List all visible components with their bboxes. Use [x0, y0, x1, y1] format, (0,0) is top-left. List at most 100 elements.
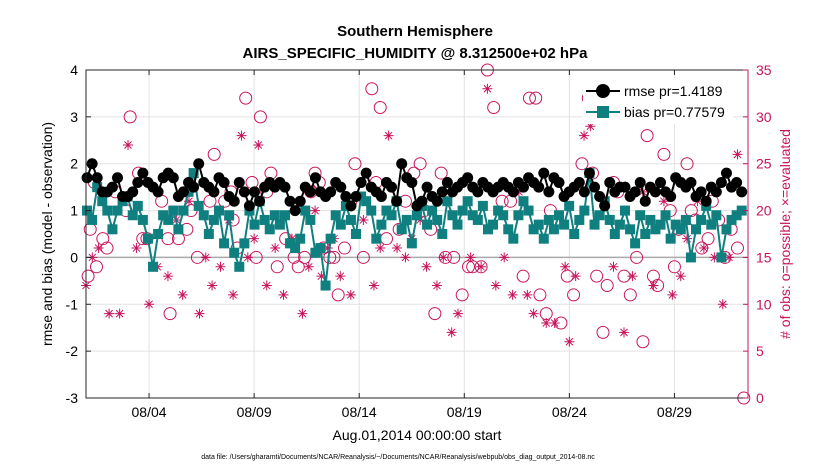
possible-obs-marker: [529, 91, 543, 105]
evaluated-obs-marker: [375, 243, 386, 254]
rmse-point: [436, 186, 448, 198]
bias-point: [432, 214, 443, 225]
bias-point: [351, 229, 362, 239]
bias-point: [640, 229, 651, 239]
x-tick-label: 08/19: [447, 404, 482, 420]
possible-obs-marker: [81, 269, 95, 283]
evaluated-obs-marker: [358, 214, 369, 225]
rmse-point: [533, 181, 545, 193]
bias-point: [493, 205, 504, 216]
bias-point: [488, 219, 499, 230]
rmse-point: [152, 186, 164, 198]
bias-point: [675, 224, 686, 235]
evaluated-obs-marker: [215, 261, 226, 272]
possible-obs-marker: [730, 241, 744, 255]
bias-point: [559, 219, 570, 230]
evaluated-obs-marker: [608, 261, 619, 272]
rmse-point: [360, 167, 372, 179]
bias-point: [564, 200, 575, 211]
bias-point: [574, 214, 585, 225]
bias-point: [335, 219, 346, 230]
bias-point: [462, 196, 473, 207]
rmse-point: [249, 186, 261, 198]
possible-obs-marker: [600, 279, 614, 293]
bias-point: [427, 205, 438, 216]
rmse-point: [573, 176, 585, 188]
y-tick-label-left: 0: [70, 249, 78, 265]
evaluated-obs-marker: [200, 252, 211, 263]
bias-point: [274, 219, 285, 230]
rmse-point: [665, 191, 677, 203]
possible-obs-marker: [623, 288, 637, 302]
bias-point: [142, 233, 153, 244]
bias-point: [538, 233, 549, 244]
bias-point: [650, 224, 661, 235]
bias-point: [655, 219, 666, 230]
evaluated-obs-marker: [144, 299, 155, 310]
rmse-point: [309, 172, 321, 184]
bias-point: [706, 219, 717, 230]
rmse-point: [619, 181, 631, 193]
evaluated-obs-marker: [452, 308, 463, 319]
evaluated-obs-marker: [123, 139, 134, 150]
possible-obs-marker: [487, 100, 501, 114]
bias-point: [696, 214, 707, 225]
bias-point: [193, 200, 204, 211]
evaluated-obs-marker: [270, 243, 281, 254]
possible-obs-marker: [596, 325, 610, 339]
possible-obs-marker: [461, 260, 475, 274]
bias-point: [604, 214, 615, 225]
possible-obs-marker: [331, 288, 345, 302]
rmse-point: [340, 191, 352, 203]
rmse-point: [132, 176, 144, 188]
rmse-point: [406, 176, 418, 188]
evaluated-obs-marker: [476, 261, 487, 272]
bias-point: [498, 210, 509, 221]
possible-obs-marker: [516, 269, 530, 283]
y-tick-label-right: 25: [756, 156, 772, 172]
bias-point: [406, 238, 417, 249]
bias-point: [472, 214, 483, 225]
evaluated-obs-marker: [499, 252, 510, 263]
bias-point: [731, 210, 742, 221]
rmse-point: [538, 167, 550, 179]
y-tick-label-left: -2: [66, 343, 79, 359]
possible-obs-marker: [207, 147, 221, 161]
bias-point: [224, 210, 235, 221]
bias-point: [619, 205, 630, 216]
evaluated-obs-marker: [104, 308, 115, 319]
rmse-point: [208, 186, 220, 198]
bias-point: [411, 210, 422, 221]
possible-obs-marker: [590, 269, 604, 283]
bias-point: [482, 224, 493, 235]
evaluated-obs-marker: [249, 233, 260, 244]
evaluated-obs-marker: [446, 327, 457, 338]
bias-point: [132, 200, 143, 211]
bias-point: [528, 224, 539, 235]
evaluated-obs-marker: [658, 196, 669, 207]
evaluated-obs-marker: [717, 299, 728, 310]
evaluated-obs-marker: [490, 280, 501, 291]
bias-point: [345, 214, 356, 225]
possible-obs-marker: [123, 110, 137, 124]
bias-point: [685, 252, 696, 263]
bias-point: [452, 219, 463, 230]
possible-obs-marker: [667, 260, 681, 274]
bias-point: [168, 205, 179, 216]
possible-obs-marker: [657, 147, 671, 161]
rmse-point: [700, 195, 712, 207]
bias-point: [680, 214, 691, 225]
evaluated-obs-marker: [183, 196, 194, 207]
evaluated-obs-marker: [465, 252, 476, 263]
bias-point: [234, 261, 245, 272]
possible-obs-marker: [239, 91, 253, 105]
rmse-point: [710, 186, 722, 198]
rmse-point: [553, 176, 565, 188]
bias-point: [660, 210, 671, 221]
rmse-point: [629, 186, 641, 198]
evaluated-obs-marker: [709, 252, 720, 263]
rmse-point: [345, 200, 357, 212]
x-axis-label: Aug.01,2014 00:00:00 start: [333, 427, 502, 443]
rmse-point: [350, 191, 362, 203]
rmse-point: [391, 195, 403, 207]
